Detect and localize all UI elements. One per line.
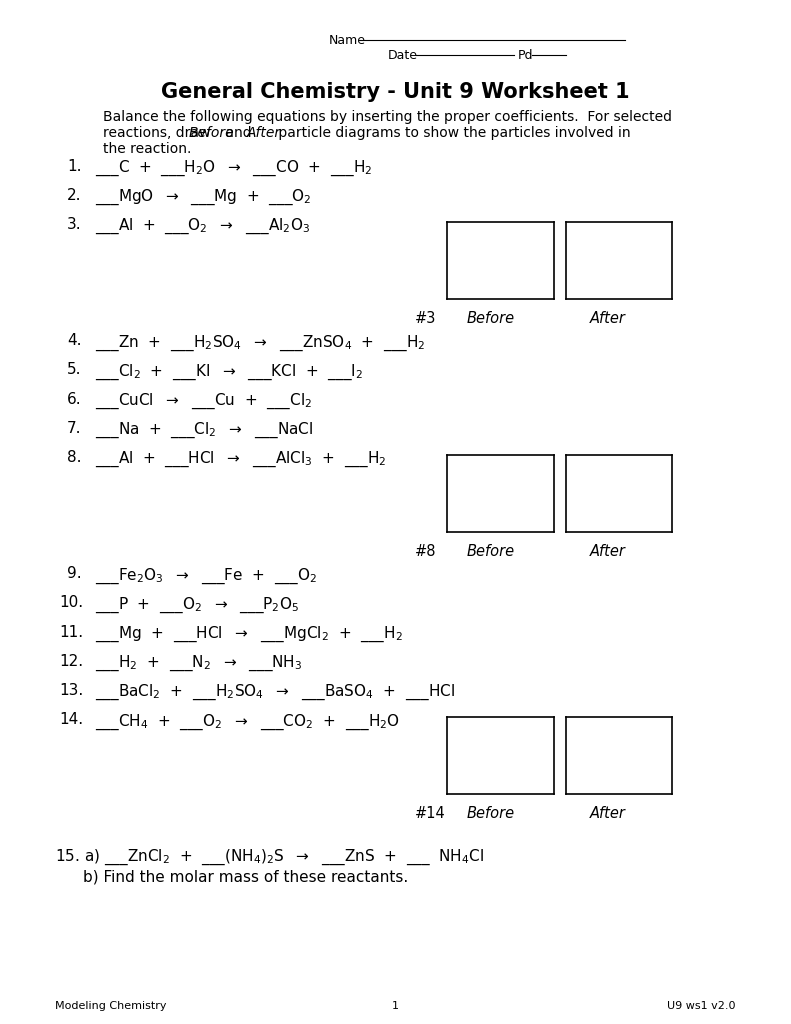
- Text: ___H$_2$  +  ___N$_2$  $\rightarrow$  ___NH$_3$: ___H$_2$ + ___N$_2$ $\rightarrow$ ___NH$…: [95, 653, 302, 673]
- Text: Pd: Pd: [518, 49, 534, 62]
- Text: b) Find the molar mass of these reactants.: b) Find the molar mass of these reactant…: [83, 870, 408, 885]
- Text: 4.: 4.: [67, 334, 81, 348]
- Text: 10.: 10.: [59, 595, 83, 610]
- Text: Before: Before: [188, 126, 234, 140]
- Text: Before: Before: [467, 544, 515, 559]
- Text: ___CH$_4$  +  ___O$_2$  $\rightarrow$  ___CO$_2$  +  ___H$_2$O: ___CH$_4$ + ___O$_2$ $\rightarrow$ ___CO…: [95, 713, 400, 731]
- Text: 11.: 11.: [59, 625, 83, 640]
- Text: 5.: 5.: [67, 362, 81, 378]
- Text: ___MgO  $\rightarrow$  ___Mg  +  ___O$_2$: ___MgO $\rightarrow$ ___Mg + ___O$_2$: [95, 188, 312, 207]
- Text: 14.: 14.: [59, 713, 83, 727]
- Text: ___Mg  +  ___HCl  $\rightarrow$  ___MgCl$_2$  +  ___H$_2$: ___Mg + ___HCl $\rightarrow$ ___MgCl$_2$…: [95, 625, 403, 644]
- Text: ___Na  +  ___Cl$_2$  $\rightarrow$  ___NaCl: ___Na + ___Cl$_2$ $\rightarrow$ ___NaCl: [95, 421, 313, 440]
- Text: and: and: [221, 126, 256, 140]
- Text: After: After: [589, 807, 625, 821]
- Text: #8: #8: [415, 544, 437, 559]
- Text: #14: #14: [415, 807, 446, 821]
- Text: 12.: 12.: [59, 653, 83, 669]
- Text: 3.: 3.: [67, 217, 81, 232]
- Text: ___Al  +  ___O$_2$  $\rightarrow$  ___Al$_2$O$_3$: ___Al + ___O$_2$ $\rightarrow$ ___Al$_2$…: [95, 217, 310, 237]
- Text: 2.: 2.: [67, 188, 81, 203]
- Text: Date: Date: [388, 49, 418, 62]
- Text: 15. a) ___ZnCl$_2$  +  ___(NH$_4$)$_2$S  $\rightarrow$  ___ZnS  +  ___  NH$_4$Cl: 15. a) ___ZnCl$_2$ + ___(NH$_4$)$_2$S $\…: [55, 848, 484, 866]
- Text: Before: Before: [467, 807, 515, 821]
- Text: After: After: [247, 126, 281, 140]
- Text: Balance the following equations by inserting the proper coefficients.  For selec: Balance the following equations by inser…: [103, 110, 672, 124]
- Text: ___C  +  ___H$_2$O  $\rightarrow$  ___CO  +  ___H$_2$: ___C + ___H$_2$O $\rightarrow$ ___CO + _…: [95, 159, 373, 178]
- Text: the reaction.: the reaction.: [103, 142, 191, 157]
- Text: 9.: 9.: [67, 566, 81, 582]
- Text: 1: 1: [392, 1001, 399, 1012]
- Text: ___BaCl$_2$  +  ___H$_2$SO$_4$  $\rightarrow$  ___BaSO$_4$  +  ___HCl: ___BaCl$_2$ + ___H$_2$SO$_4$ $\rightarro…: [95, 683, 455, 702]
- Text: General Chemistry - Unit 9 Worksheet 1: General Chemistry - Unit 9 Worksheet 1: [161, 82, 630, 102]
- Text: 13.: 13.: [59, 683, 84, 698]
- Text: Modeling Chemistry: Modeling Chemistry: [55, 1001, 167, 1012]
- Text: ___P  +  ___O$_2$  $\rightarrow$  ___P$_2$O$_5$: ___P + ___O$_2$ $\rightarrow$ ___P$_2$O$…: [95, 595, 299, 614]
- Text: 1.: 1.: [67, 159, 81, 174]
- Text: ___Cl$_2$  +  ___KI  $\rightarrow$  ___KCl  +  ___I$_2$: ___Cl$_2$ + ___KI $\rightarrow$ ___KCl +…: [95, 362, 363, 382]
- Text: #3: #3: [415, 311, 437, 327]
- Text: ___Zn  +  ___H$_2$SO$_4$  $\rightarrow$  ___ZnSO$_4$  +  ___H$_2$: ___Zn + ___H$_2$SO$_4$ $\rightarrow$ ___…: [95, 334, 426, 352]
- Text: U9 ws1 v2.0: U9 ws1 v2.0: [667, 1001, 736, 1012]
- Text: 6.: 6.: [67, 391, 81, 407]
- Text: 7.: 7.: [67, 421, 81, 436]
- Text: After: After: [589, 311, 625, 327]
- Text: Name: Name: [328, 34, 365, 47]
- Text: Before: Before: [467, 311, 515, 327]
- Text: ___Fe$_2$O$_3$  $\rightarrow$  ___Fe  +  ___O$_2$: ___Fe$_2$O$_3$ $\rightarrow$ ___Fe + ___…: [95, 566, 317, 586]
- Text: ___Al  +  ___HCl  $\rightarrow$  ___AlCl$_3$  +  ___H$_2$: ___Al + ___HCl $\rightarrow$ ___AlCl$_3$…: [95, 450, 386, 469]
- Text: 8.: 8.: [67, 450, 81, 465]
- Text: After: After: [589, 544, 625, 559]
- Text: particle diagrams to show the particles involved in: particle diagrams to show the particles …: [274, 126, 630, 140]
- Text: reactions, draw: reactions, draw: [103, 126, 214, 140]
- Text: ___CuCl  $\rightarrow$  ___Cu  +  ___Cl$_2$: ___CuCl $\rightarrow$ ___Cu + ___Cl$_2$: [95, 391, 312, 411]
